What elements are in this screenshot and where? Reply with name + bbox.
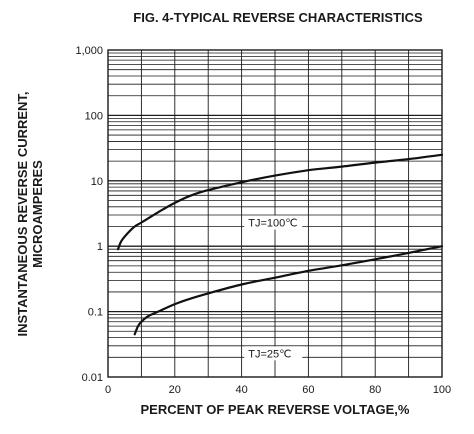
y-tick-label: 0.01 <box>82 372 103 384</box>
x-tick-label: 40 <box>235 384 247 396</box>
y-axis-title-line2: MICROAMPERES <box>30 160 45 268</box>
x-tick-label: 0 <box>105 384 111 396</box>
y-tick-label: 100 <box>85 110 103 122</box>
y-tick-label: 0.1 <box>88 307 103 319</box>
x-tick-labels: 0 20 40 60 80 100 <box>105 384 451 396</box>
curve-series-1 <box>116 153 444 251</box>
curve-label: TJ=25℃ <box>248 348 291 360</box>
annotation-background <box>244 215 303 230</box>
y-tick-label: 1,000 <box>75 45 103 57</box>
curves <box>116 153 444 336</box>
x-tick-label: 20 <box>169 384 181 396</box>
x-axis-title: PERCENT OF PEAK REVERSE VOLTAGE,% <box>141 402 410 417</box>
y-tick-label: 10 <box>91 176 103 188</box>
y-tick-labels: 0.01 0.1 1 10 100 1,000 <box>75 45 103 384</box>
x-tick-label: 80 <box>369 384 381 396</box>
chart-title: FIG. 4-TYPICAL REVERSE CHARACTERISTICS <box>133 10 423 25</box>
y-axis-title-line1: INSTANTANEOUS REVERSE CURRENT, <box>15 91 30 336</box>
x-tick-label: 100 <box>433 384 451 396</box>
plot-frame <box>107 49 443 378</box>
y-tick-label: 1 <box>97 241 103 253</box>
annotations: TJ=100℃ TJ=25℃ <box>244 215 303 361</box>
curve-series-2 <box>133 245 444 336</box>
x-tick-label: 60 <box>302 384 314 396</box>
curve-label: TJ=100℃ <box>248 218 297 230</box>
annotation-background <box>244 346 303 361</box>
